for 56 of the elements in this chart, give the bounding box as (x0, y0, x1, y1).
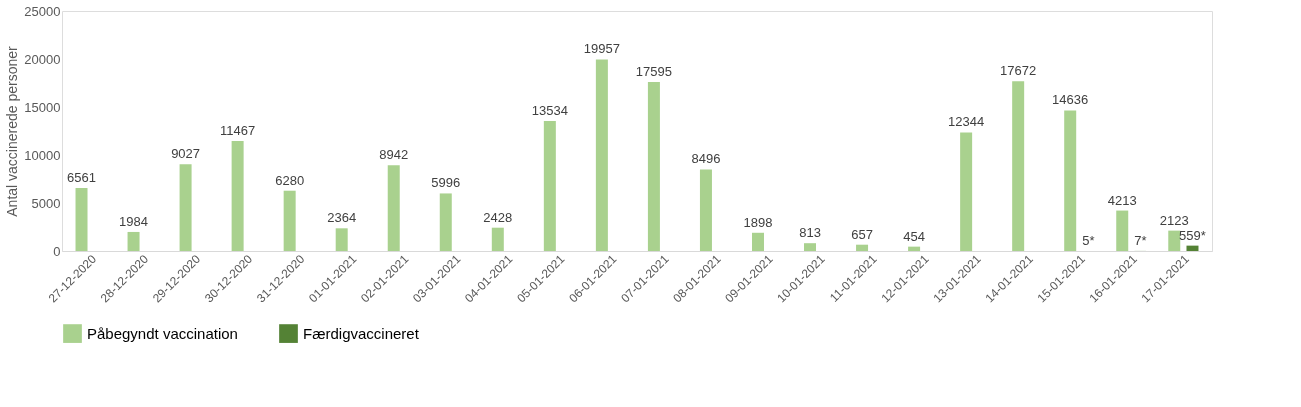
data-label: 17672 (1000, 63, 1037, 79)
data-label: 17595 (635, 64, 672, 80)
y-tick-label: 25000 (24, 3, 61, 19)
bar (283, 190, 296, 251)
y-tick-label: 5000 (31, 195, 61, 211)
data-label: 2123 (1159, 212, 1189, 228)
data-label: 12344 (948, 114, 985, 130)
data-label: 657 (851, 226, 873, 242)
y-tick-label: 15000 (24, 99, 61, 115)
bar (75, 188, 88, 251)
data-label: 454 (903, 228, 925, 244)
y-axis-title: Antal vaccinerede personer (4, 45, 21, 217)
bar (387, 165, 400, 251)
bar (699, 169, 712, 251)
bar (179, 164, 192, 251)
y-tick-label: 0 (53, 243, 61, 259)
legend-label: Påbegyndt vaccination (87, 324, 238, 342)
bar (231, 140, 244, 251)
y-tick-label: 10000 (24, 147, 61, 163)
data-label: 5996 (431, 175, 461, 191)
bar (439, 193, 452, 251)
data-label: 9027 (171, 146, 201, 162)
data-label: 6280 (275, 172, 305, 188)
data-label: 8942 (379, 147, 409, 163)
bar (960, 132, 973, 251)
data-label: 813 (799, 225, 821, 241)
bar (1186, 245, 1199, 251)
bar (1064, 110, 1077, 251)
data-label: 2428 (483, 209, 513, 225)
data-label: 8496 (691, 151, 721, 167)
data-label: 2364 (327, 210, 357, 226)
bar (804, 243, 817, 251)
bar (856, 244, 869, 251)
bar (908, 246, 921, 251)
data-label: 11467 (220, 122, 256, 138)
data-label: 7* (1134, 232, 1147, 248)
data-label: 5* (1082, 232, 1095, 248)
bar (595, 59, 608, 251)
data-label: 4213 (1107, 192, 1137, 208)
data-label: 6561 (67, 170, 96, 186)
bar (335, 228, 348, 251)
legend-label: Færdigvaccineret (303, 324, 420, 342)
data-label: 14636 (1052, 92, 1089, 108)
bar (1116, 210, 1129, 251)
bar (127, 231, 140, 251)
bar (543, 121, 556, 251)
data-label: 13534 (531, 103, 568, 119)
bar (751, 232, 764, 251)
y-tick-label: 20000 (24, 51, 61, 67)
bar (647, 82, 660, 251)
data-label: 1984 (119, 213, 149, 229)
bar (491, 227, 504, 251)
data-label: 1898 (743, 214, 773, 230)
data-label: 19957 (583, 41, 620, 57)
bar (1168, 230, 1181, 251)
bar (1012, 81, 1025, 251)
